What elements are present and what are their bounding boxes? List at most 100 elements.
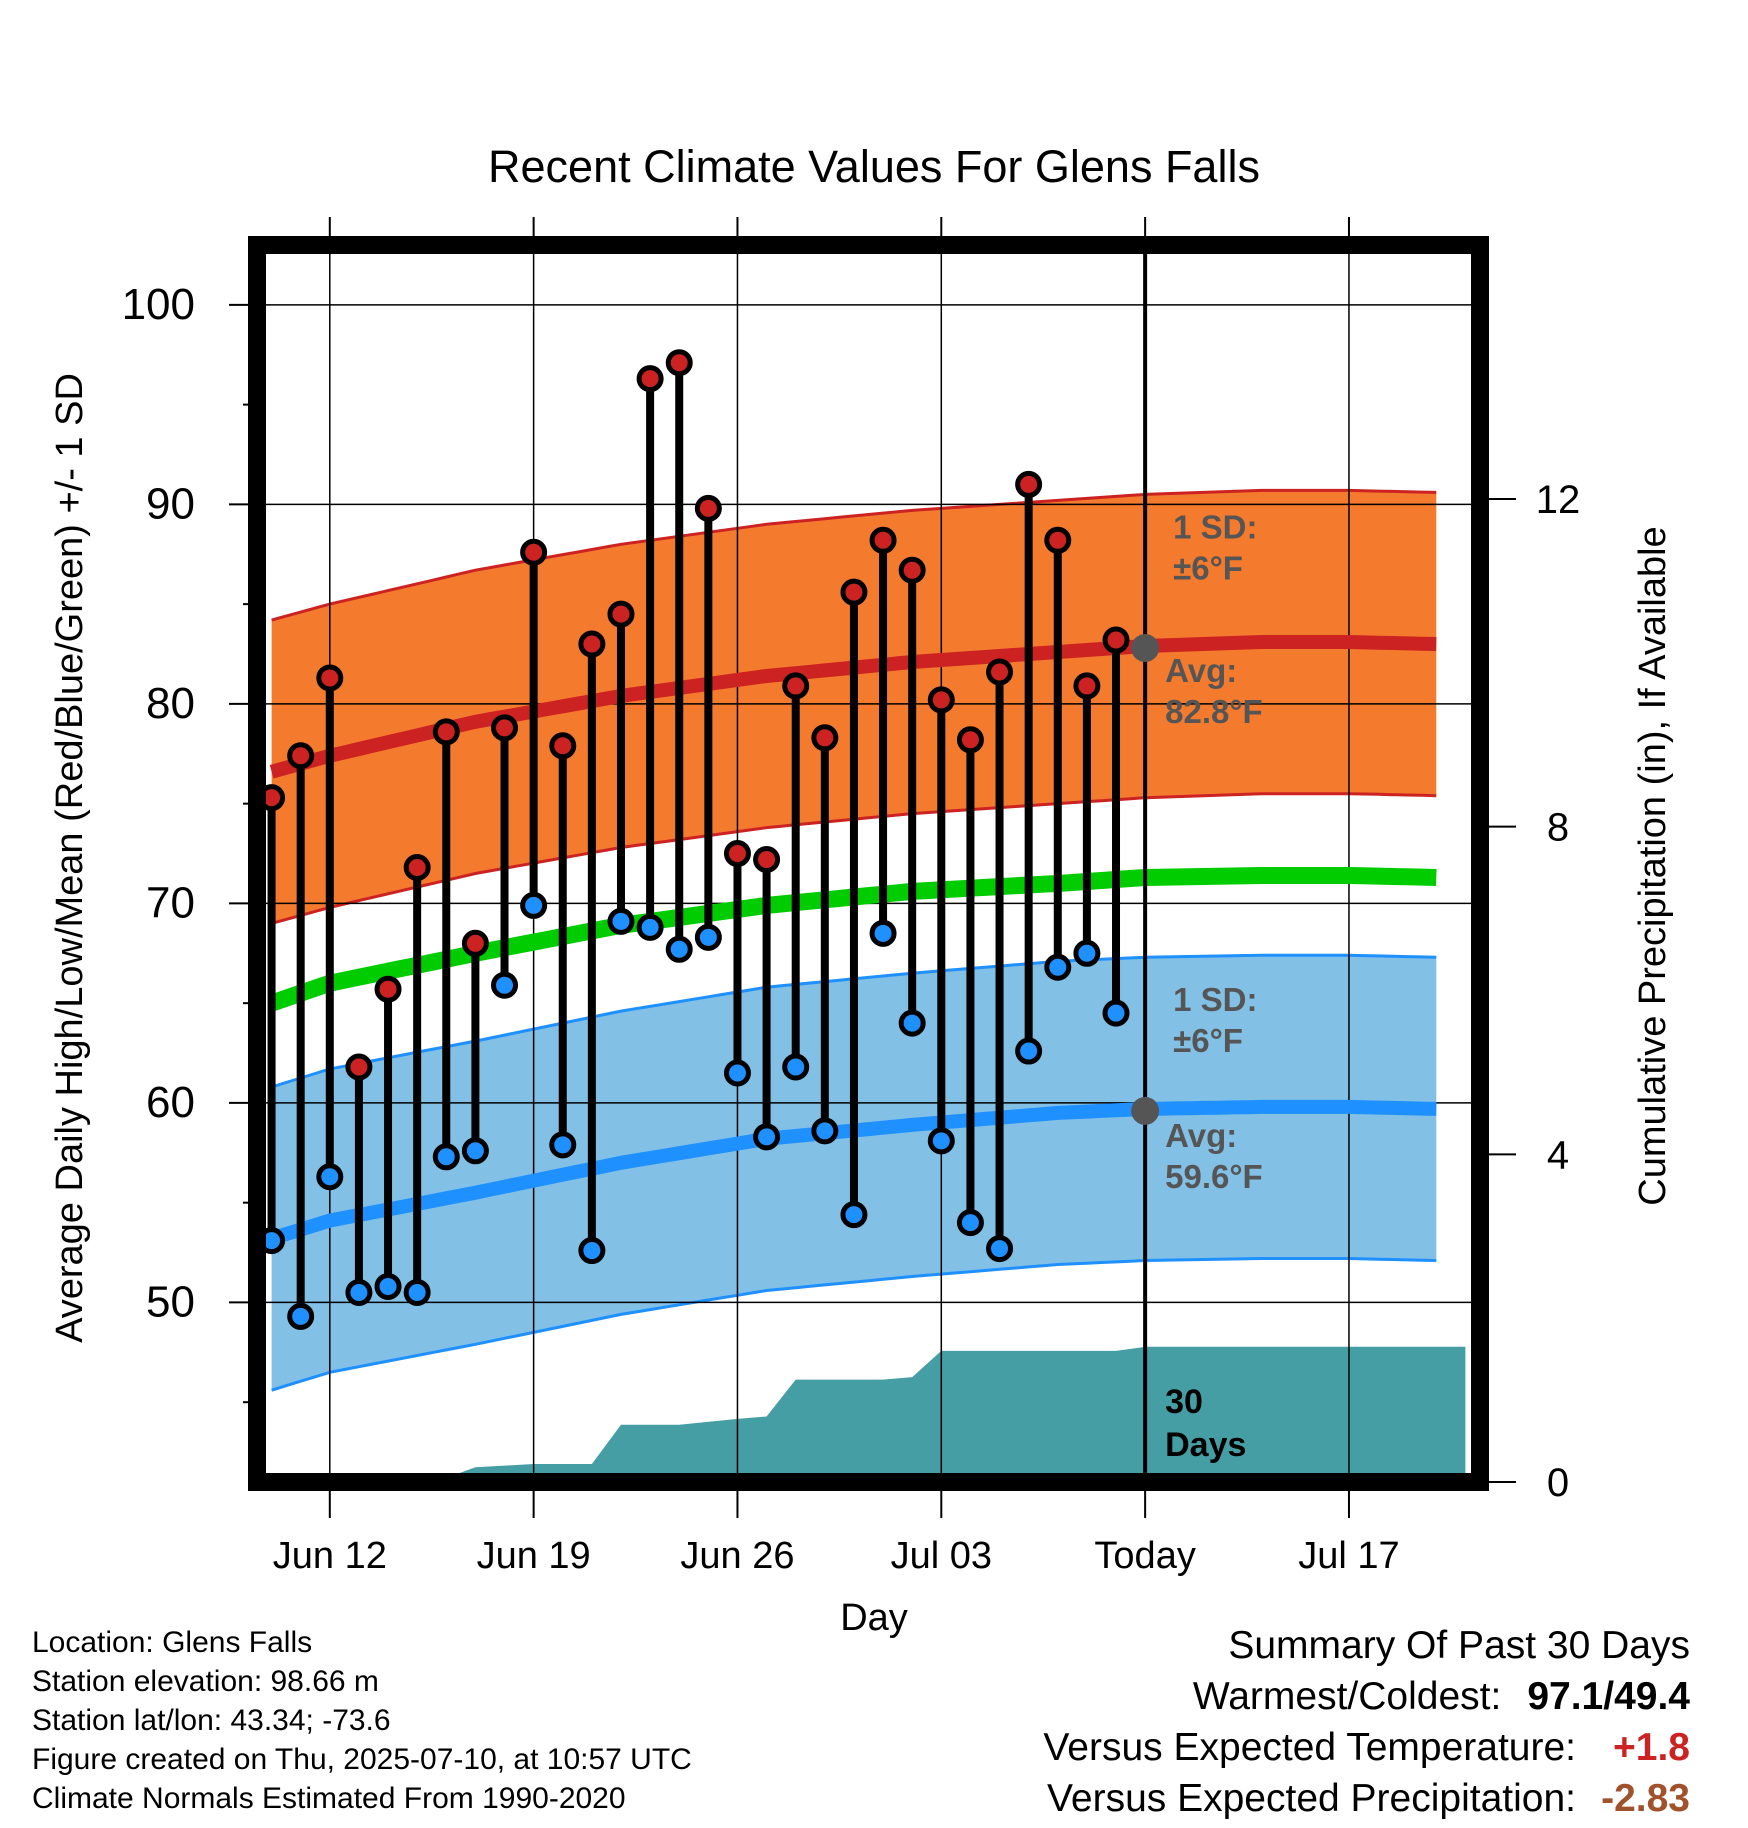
- precip-value: -2.83: [1601, 1777, 1690, 1820]
- normals-text: Climate Normals Estimated From 1990-2020: [32, 1782, 626, 1815]
- daily-high-point: [491, 714, 519, 742]
- daily-high-point: [869, 526, 897, 554]
- daily-high-point: [840, 578, 868, 606]
- daily-low-point: [578, 1237, 606, 1265]
- x-tick-label: Jul 17: [1298, 1535, 1399, 1577]
- daily-low-point: [811, 1117, 839, 1145]
- summary-panel: Summary Of Past 30 Days Warmest/Coldest:…: [1043, 1620, 1690, 1824]
- y-tick-label: 100: [122, 280, 195, 329]
- x-tick-label: Jun 26: [680, 1535, 794, 1577]
- high-avg-annotation: Avg: 82.8°F: [1165, 652, 1263, 730]
- daily-low-point: [753, 1123, 781, 1151]
- warm-cold-label: Warmest/Coldest:: [1192, 1675, 1502, 1718]
- daily-low-point: [1073, 939, 1101, 967]
- daily-low-point: [869, 919, 897, 947]
- x-axis-title: Day: [840, 1597, 908, 1639]
- y2-tick-label: 4: [1547, 1133, 1569, 1177]
- daily-high-point: [723, 840, 751, 868]
- x-tick-label: Jun 19: [477, 1535, 591, 1577]
- high-sd-upper-line: [271, 488, 1437, 622]
- daily-high-point: [1044, 526, 1072, 554]
- daily-high-point: [694, 494, 722, 522]
- daily-low-point: [607, 907, 635, 935]
- daily-low-point: [287, 1302, 315, 1330]
- daily-low-point: [1102, 999, 1130, 1027]
- daily-low-point: [723, 1059, 751, 1087]
- low-sd-lower-line: [271, 1257, 1437, 1392]
- daily-high-point: [782, 672, 810, 700]
- daily-high-point: [753, 846, 781, 874]
- today-high-avg-marker: [1131, 634, 1160, 663]
- y-tick-label: 80: [146, 679, 195, 728]
- daily-low-point: [549, 1131, 577, 1159]
- daily-high-point: [927, 686, 955, 714]
- daily-low-point: [782, 1053, 810, 1081]
- high-sd-annotation: 1 SD: ±6°F: [1173, 508, 1257, 586]
- plot-area: [257, 245, 1480, 1482]
- daily-high-point: [1073, 672, 1101, 700]
- daily-low-point: [694, 923, 722, 951]
- daily-low-point: [520, 891, 548, 919]
- daily-low-point: [461, 1137, 489, 1165]
- summary-title: Summary Of Past 30 Days: [1228, 1624, 1690, 1667]
- daily-high-point: [461, 929, 489, 957]
- plot-frame: [248, 236, 1489, 1491]
- precip-label: Versus Expected Precipitation:: [1047, 1777, 1576, 1820]
- low-sd-annotation: 1 SD: ±6°F: [1173, 981, 1257, 1059]
- daily-high-point: [287, 742, 315, 770]
- warm-cold-value: 97.1/49.4: [1527, 1675, 1690, 1718]
- y-axis-title: Average Daily High/Low/Mean (Red/Blue/Gr…: [49, 373, 91, 1343]
- daily-high-point: [403, 853, 431, 881]
- low-avg-annotation: Avg: 59.6°F: [1165, 1117, 1263, 1195]
- precip-area: [271, 1346, 1466, 1482]
- daily-low-point: [345, 1278, 373, 1306]
- y-tick-label: 70: [146, 878, 195, 927]
- daily-high-point: [374, 975, 402, 1003]
- daily-high-point: [986, 658, 1014, 686]
- temp-value: +1.8: [1613, 1726, 1690, 1769]
- x-tick-label: Today: [1094, 1535, 1195, 1577]
- daily-high-point: [1102, 626, 1130, 654]
- location-text: Location: Glens Falls: [32, 1626, 313, 1659]
- y2-tick-label: 8: [1547, 806, 1569, 850]
- daily-high-point: [549, 732, 577, 760]
- daily-high-point: [956, 726, 984, 754]
- daily-high-point: [432, 718, 460, 746]
- y-tick-label: 50: [146, 1277, 195, 1326]
- daily-low-point: [491, 971, 519, 999]
- daily-high-point: [578, 630, 606, 658]
- y2-axis-title: Cumulative Precipitation (in), If Availa…: [1632, 526, 1674, 1205]
- station-info: Location: Glens Falls Station elevation:…: [32, 1623, 692, 1818]
- x-tick-label: Jun 12: [273, 1535, 387, 1577]
- daily-high-point: [316, 664, 344, 692]
- daily-low-point: [927, 1127, 955, 1155]
- daily-high-point: [1015, 470, 1043, 498]
- daily-low-point: [1015, 1037, 1043, 1065]
- elevation-text: Station elevation: 98.66 m: [32, 1665, 379, 1698]
- summary-temp: Versus Expected Temperature: +1.8: [1043, 1722, 1690, 1773]
- daily-low-point: [840, 1201, 868, 1229]
- daily-high-point: [665, 349, 693, 377]
- daily-low-point: [986, 1235, 1014, 1263]
- window-annotation: 30 Days: [1165, 1383, 1246, 1464]
- temp-label: Versus Expected Temperature:: [1043, 1726, 1576, 1769]
- y2-tick-label: 12: [1536, 478, 1581, 522]
- created-text: Figure created on Thu, 2025-07-10, at 10…: [32, 1743, 692, 1776]
- daily-high-point: [520, 538, 548, 566]
- daily-high-point: [345, 1053, 373, 1081]
- daily-low-point: [374, 1272, 402, 1300]
- summary-precip: Versus Expected Precipitation: -2.83: [1043, 1773, 1690, 1824]
- daily-low-point: [316, 1163, 344, 1191]
- chart-title: Recent Climate Values For Glens Falls: [488, 141, 1260, 192]
- daily-low-point: [956, 1209, 984, 1237]
- daily-high-point: [636, 365, 664, 393]
- daily-high-point: [811, 724, 839, 752]
- x-tick-label: Jul 03: [891, 1535, 992, 1577]
- daily-low-point: [432, 1143, 460, 1171]
- latlon-text: Station lat/lon: 43.34; -73.6: [32, 1704, 391, 1737]
- y-tick-label: 90: [146, 479, 195, 528]
- daily-low-point: [403, 1278, 431, 1306]
- daily-high-point: [898, 556, 926, 584]
- today-low-avg-marker: [1131, 1096, 1160, 1125]
